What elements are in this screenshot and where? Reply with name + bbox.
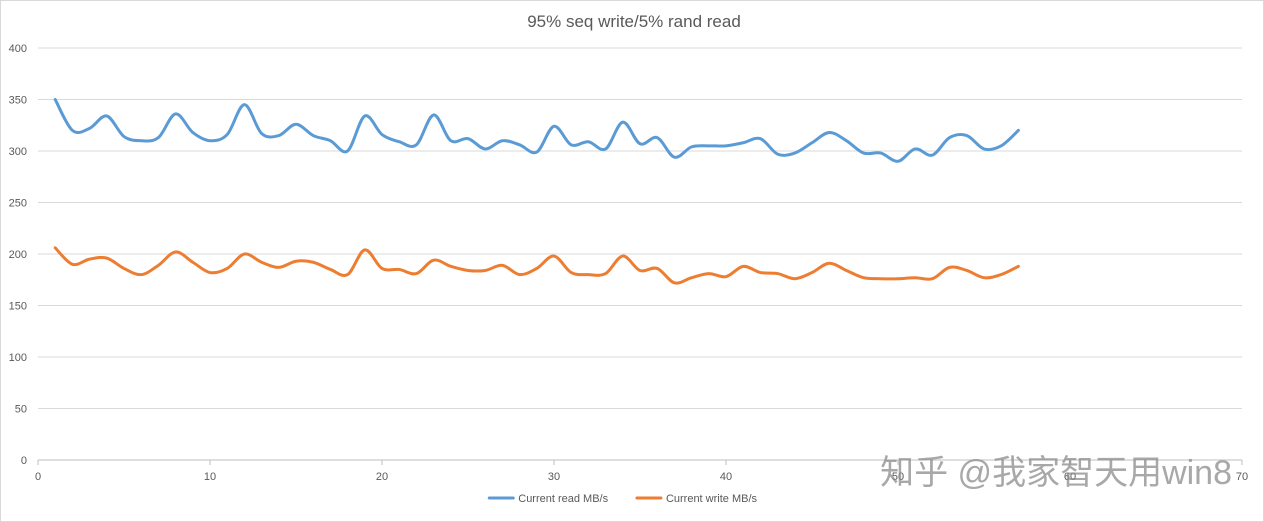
x-tick-label-30: 30	[548, 471, 560, 483]
chart-title: 95% seq write/5% rand read	[527, 12, 741, 31]
grid-lines	[37, 47, 1243, 465]
x-tick-label-50: 50	[892, 471, 904, 483]
y-tick-label-350: 350	[9, 95, 27, 107]
x-tick-label-20: 20	[376, 471, 388, 483]
legend: Current read MB/s Current write MB/s	[487, 493, 758, 505]
y-tick-label-150: 150	[9, 301, 27, 313]
y-tick-label-300: 300	[9, 146, 27, 158]
y-tick-label-400: 400	[9, 43, 27, 55]
y-tick-label-250: 250	[9, 198, 27, 210]
legend-label-2: Current write MB/s	[666, 493, 758, 505]
watermark-text: 知乎 @我家智天用win8	[880, 454, 1232, 492]
x-axis-tick-labels: 0 10 20 30 40 50 60 70	[35, 471, 1248, 483]
series-line-1	[53, 98, 1020, 163]
y-tick-label-200: 200	[9, 249, 27, 261]
x-tick-label-40: 40	[720, 471, 732, 483]
series-lines	[53, 98, 1020, 285]
legend-label-1: Current read MB/s	[518, 493, 608, 505]
y-tick-label-100: 100	[9, 352, 27, 364]
y-tick-label-50: 50	[15, 404, 27, 416]
y-tick-label-0: 0	[21, 455, 27, 467]
x-tick-label-60: 60	[1064, 471, 1076, 483]
x-tick-label-10: 10	[204, 471, 216, 483]
series-line-2	[53, 246, 1020, 285]
x-tick-label-0: 0	[35, 471, 41, 483]
x-tick-label-70: 70	[1236, 471, 1248, 483]
y-axis-tick-labels: 0 50 100 150 200 250 300 350 400	[9, 43, 27, 467]
